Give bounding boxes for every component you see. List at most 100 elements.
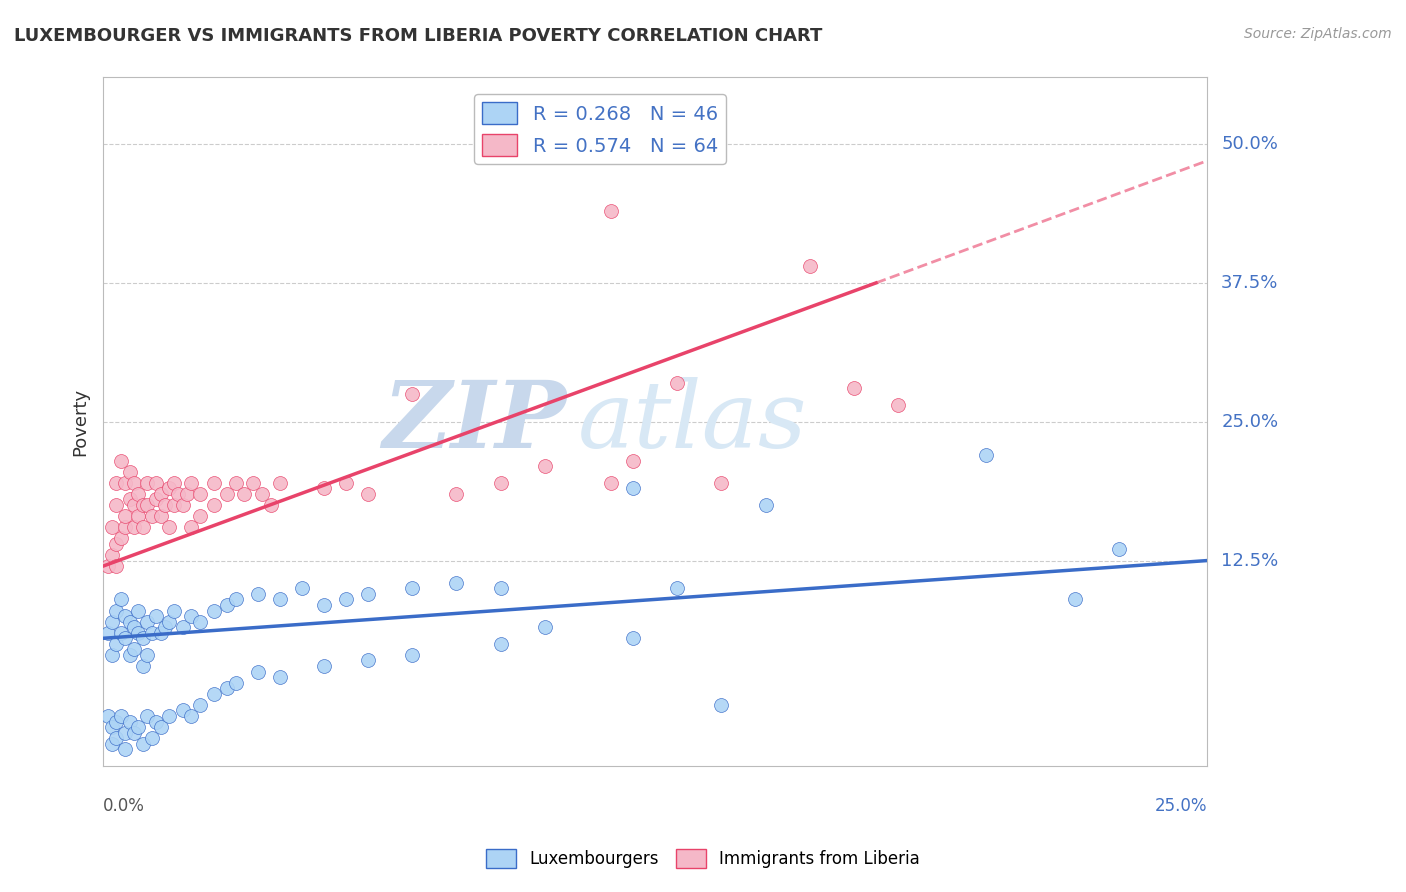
Point — [172, 703, 194, 717]
Point — [132, 498, 155, 512]
Point — [215, 681, 238, 696]
Point — [127, 603, 149, 617]
Text: 12.5%: 12.5% — [1222, 551, 1278, 570]
Point — [312, 481, 335, 495]
Point — [172, 620, 194, 634]
Point — [269, 592, 291, 607]
Point — [180, 520, 202, 534]
Point — [136, 709, 159, 723]
Point — [163, 475, 186, 490]
Text: 37.5%: 37.5% — [1222, 274, 1278, 292]
Point — [101, 648, 124, 662]
Point — [242, 475, 264, 490]
Point — [110, 532, 132, 546]
Point — [157, 520, 180, 534]
Point — [114, 609, 136, 624]
Point — [710, 475, 733, 490]
Point — [114, 725, 136, 739]
Point — [188, 509, 211, 524]
Point — [799, 259, 821, 273]
Point — [132, 520, 155, 534]
Point — [446, 487, 468, 501]
Point — [172, 498, 194, 512]
Point — [225, 675, 247, 690]
Point — [101, 720, 124, 734]
Point — [110, 592, 132, 607]
Point — [110, 453, 132, 467]
Point — [167, 487, 190, 501]
Point — [157, 709, 180, 723]
Point — [153, 620, 176, 634]
Text: ZIP: ZIP — [382, 376, 567, 467]
Point — [114, 742, 136, 756]
Point — [180, 475, 202, 490]
Point — [145, 475, 167, 490]
Point — [260, 498, 283, 512]
Point — [489, 475, 512, 490]
Point — [312, 659, 335, 673]
Point — [118, 648, 141, 662]
Point — [188, 615, 211, 629]
Point — [114, 520, 136, 534]
Point — [136, 498, 159, 512]
Point — [114, 475, 136, 490]
Point — [141, 625, 163, 640]
Point — [105, 537, 128, 551]
Point — [110, 709, 132, 723]
Point — [202, 475, 225, 490]
Point — [710, 698, 733, 712]
Point — [215, 487, 238, 501]
Point — [145, 609, 167, 624]
Point — [105, 731, 128, 746]
Legend: Luxembourgers, Immigrants from Liberia: Luxembourgers, Immigrants from Liberia — [479, 842, 927, 875]
Point — [246, 665, 269, 679]
Point — [118, 615, 141, 629]
Point — [357, 587, 380, 601]
Point — [127, 487, 149, 501]
Point — [250, 487, 273, 501]
Point — [105, 559, 128, 574]
Point — [401, 582, 423, 596]
Point — [101, 615, 124, 629]
Point — [149, 720, 172, 734]
Text: Source: ZipAtlas.com: Source: ZipAtlas.com — [1244, 27, 1392, 41]
Point — [202, 687, 225, 701]
Point — [489, 637, 512, 651]
Point — [101, 548, 124, 562]
Legend: R = 0.268   N = 46, R = 0.574   N = 64: R = 0.268 N = 46, R = 0.574 N = 64 — [474, 94, 725, 164]
Point — [621, 453, 644, 467]
Point — [105, 637, 128, 651]
Text: LUXEMBOURGER VS IMMIGRANTS FROM LIBERIA POVERTY CORRELATION CHART: LUXEMBOURGER VS IMMIGRANTS FROM LIBERIA … — [14, 27, 823, 45]
Point — [96, 625, 118, 640]
Point — [401, 648, 423, 662]
Point — [233, 487, 256, 501]
Point — [1108, 542, 1130, 557]
Point — [114, 632, 136, 646]
Point — [600, 475, 623, 490]
Point — [132, 659, 155, 673]
Point — [887, 398, 910, 412]
Point — [96, 559, 118, 574]
Point — [163, 603, 186, 617]
Point — [600, 203, 623, 218]
Point — [145, 714, 167, 729]
Point — [101, 737, 124, 751]
Point — [136, 615, 159, 629]
Point — [1063, 592, 1085, 607]
Point — [105, 714, 128, 729]
Text: atlas: atlas — [578, 376, 807, 467]
Point — [335, 475, 357, 490]
Point — [755, 498, 778, 512]
Text: 25.0%: 25.0% — [1154, 797, 1208, 814]
Point — [291, 582, 314, 596]
Point — [533, 459, 555, 474]
Point — [666, 376, 689, 390]
Point — [114, 509, 136, 524]
Point — [132, 737, 155, 751]
Point — [101, 520, 124, 534]
Point — [269, 670, 291, 684]
Point — [533, 620, 555, 634]
Point — [127, 720, 149, 734]
Point — [153, 498, 176, 512]
Point — [489, 582, 512, 596]
